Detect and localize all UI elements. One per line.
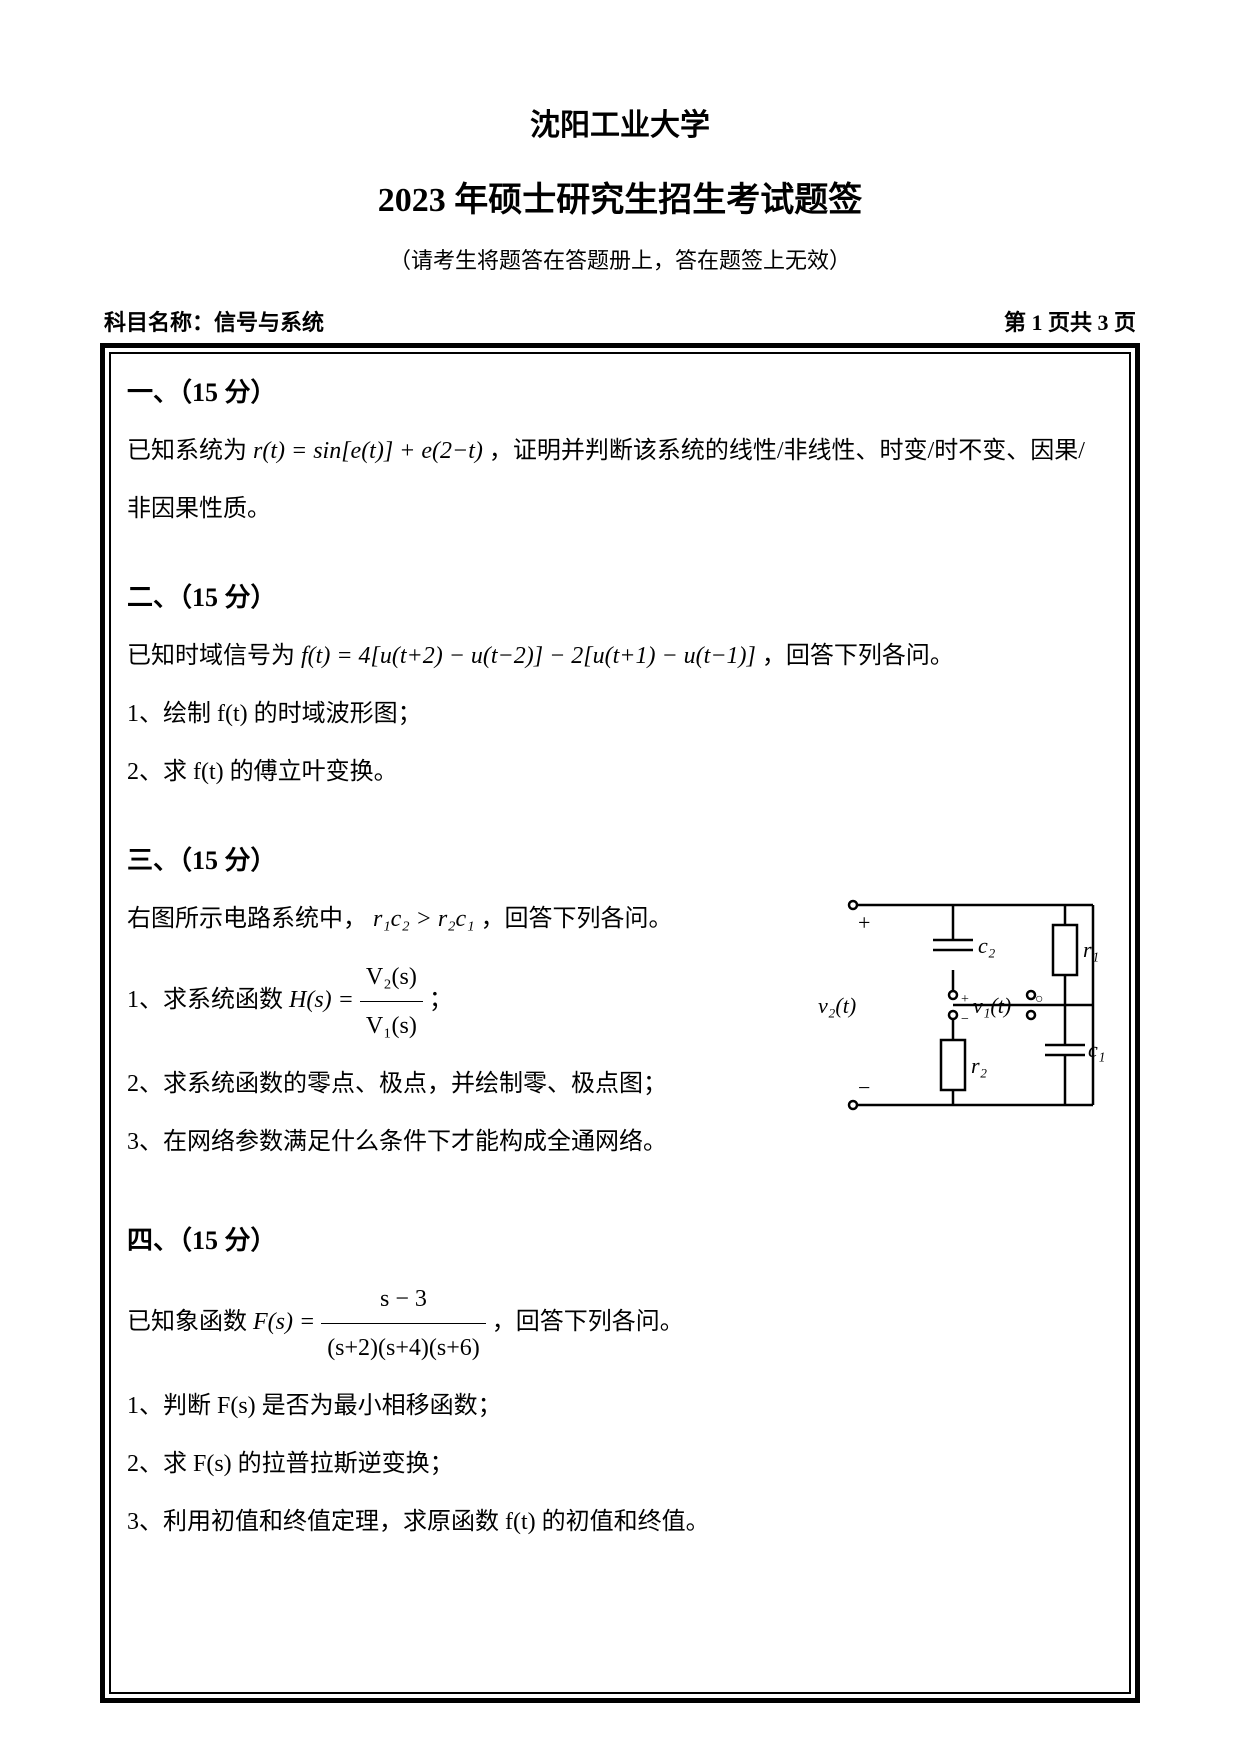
q2-item2: 2、求 f(t) 的傅立叶变换。	[127, 748, 1113, 796]
q2-heading: 二、（15 分）	[127, 577, 1113, 614]
q3-intro-a: 右图所示电路系统中，	[127, 906, 367, 932]
q1-text-a: 已知系统为	[127, 438, 253, 464]
q3-V2: V₂(s)	[360, 953, 423, 1002]
page-header: 沈阳工业大学 2023 年硕士研究生招生考试题签 （请考生将题答在答题册上，答在…	[100, 100, 1140, 275]
svg-text:+: +	[961, 992, 969, 1007]
meta-row: 科目名称：信号与系统 第 1 页共 3 页	[100, 305, 1140, 343]
exam-instruction: （请考生将题答在答题册上，答在题签上无效）	[100, 243, 1140, 275]
q3-item3: 3、在网络参数满足什么条件下才能构成全通网络。	[127, 1118, 783, 1166]
svg-text:−: −	[858, 1075, 870, 1100]
q3-intro-b: ，回答下列各问。	[481, 906, 673, 932]
circuit-v2: v₂(t)	[818, 993, 856, 1018]
q3-heading: 三、（15 分）	[127, 840, 1113, 877]
q4-item2: 2、求 F(s) 的拉普拉斯逆变换；	[127, 1440, 1113, 1488]
q3-V1: V₁(s)	[360, 1002, 423, 1050]
q4-item1: 1、判断 F(s) 是否为最小相移函数；	[127, 1382, 1113, 1430]
q3-body: 右图所示电路系统中， r₁c₂ > r₂c₁ ，回答下列各问。 1、求系统函数 …	[127, 895, 1113, 1176]
q2-intro-a: 已知时域信号为	[127, 643, 301, 669]
q2-body: 已知时域信号为 f(t) = 4[u(t+2) − u(t−2)] − 2[u(…	[127, 632, 1113, 796]
page-number: 第 1 页共 3 页	[1004, 305, 1136, 337]
circuit-c2: c₂	[978, 933, 996, 958]
question-3: 三、（15 分） 右图所示电路系统中， r₁c₂ > r₂c₁ ，回答下列各问。…	[127, 840, 1113, 1176]
question-4: 四、（15 分） 已知象函数 F(s) = s − 3 (s+2)(s+4)(s…	[127, 1220, 1113, 1546]
exam-title: 2023 年硕士研究生招生考试题签	[100, 172, 1140, 221]
q3-H-fraction: V₂(s) V₁(s)	[360, 953, 423, 1050]
svg-text:−: −	[961, 1012, 969, 1027]
q4-intro-b: ，回答下列各问。	[492, 1309, 684, 1335]
q4-intro-a: 已知象函数	[127, 1309, 253, 1335]
q1-body: 已知系统为 r(t) = sin[e(t)] + e(2−t) ，证明并判断该系…	[127, 427, 1113, 533]
subject-label: 科目名称：信号与系统	[104, 305, 324, 337]
q3-H-label: H(s) =	[289, 987, 360, 1013]
q1-text-b: ，证明并判断该系统的线性/非线性、时变/时不变、因果/	[489, 438, 1085, 464]
q4-num: s − 3	[321, 1275, 486, 1324]
circuit-diagram: + − v₂(t) v₁(t) + − ○ c₂ r₁ r₂ c₁	[813, 885, 1113, 1125]
q1-heading: 一、（15 分）	[127, 372, 1113, 409]
circuit-c1: c₁	[1088, 1037, 1105, 1062]
q3-item1-a: 1、求系统函数	[127, 987, 289, 1013]
q3-item2: 2、求系统函数的零点、极点，并绘制零、极点图；	[127, 1060, 783, 1108]
q3-item1-b: ；	[429, 987, 453, 1013]
svg-text:+: +	[858, 910, 870, 935]
q4-F-fraction: s − 3 (s+2)(s+4)(s+6)	[321, 1275, 486, 1372]
university-name: 沈阳工业大学	[100, 100, 1140, 144]
q1-text-c: 非因果性质。	[127, 485, 1113, 533]
exam-page: 沈阳工业大学 2023 年硕士研究生招生考试题签 （请考生将题答在答题册上，答在…	[0, 0, 1240, 1754]
q1-formula: r(t) = sin[e(t)] + e(2−t)	[253, 438, 483, 464]
circuit-v1: v₁(t)	[973, 993, 1011, 1018]
q4-F-label: F(s) =	[253, 1309, 321, 1335]
content-frame: 一、（15 分） 已知系统为 r(t) = sin[e(t)] + e(2−t)…	[100, 343, 1140, 1703]
svg-text:○: ○	[1035, 992, 1043, 1007]
q3-cond: r₁c₂ > r₂c₁	[373, 906, 475, 932]
q2-formula: f(t) = 4[u(t+2) − u(t−2)] − 2[u(t+1) − u…	[301, 643, 756, 669]
q2-intro-b: ，回答下列各问。	[762, 643, 954, 669]
circuit-r1: r₁	[1083, 937, 1099, 962]
circuit-r2: r₂	[971, 1053, 988, 1078]
q3-text-block: 右图所示电路系统中， r₁c₂ > r₂c₁ ，回答下列各问。 1、求系统函数 …	[127, 895, 783, 1176]
q4-heading: 四、（15 分）	[127, 1220, 1113, 1257]
q4-item3: 3、利用初值和终值定理，求原函数 f(t) 的初值和终值。	[127, 1498, 1113, 1546]
q2-item1: 1、绘制 f(t) 的时域波形图；	[127, 690, 1113, 738]
question-2: 二、（15 分） 已知时域信号为 f(t) = 4[u(t+2) − u(t−2…	[127, 577, 1113, 796]
question-1: 一、（15 分） 已知系统为 r(t) = sin[e(t)] + e(2−t)…	[127, 372, 1113, 533]
q4-body: 已知象函数 F(s) = s − 3 (s+2)(s+4)(s+6) ，回答下列…	[127, 1275, 1113, 1546]
q4-den: (s+2)(s+4)(s+6)	[321, 1324, 486, 1372]
